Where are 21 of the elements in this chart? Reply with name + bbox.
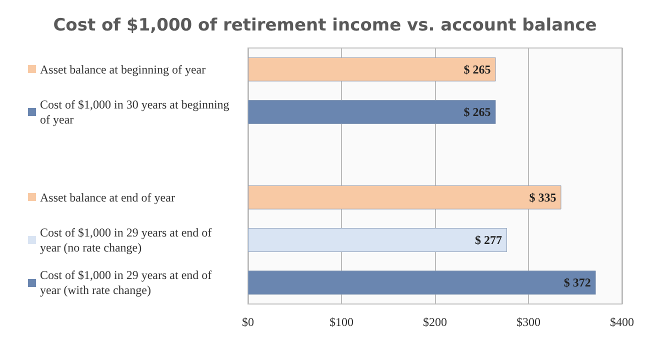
x-tick-label: $100 (330, 315, 354, 329)
x-tick-label: $0 (242, 315, 254, 329)
y-tick-label: Asset balance at end of year (40, 190, 175, 204)
x-tick-label: $200 (423, 315, 447, 329)
bar (248, 100, 496, 124)
data-label: $ 265 (464, 62, 491, 76)
data-label: $ 277 (474, 233, 502, 247)
bar (248, 185, 562, 210)
data-label: $ 372 (564, 276, 591, 290)
y-tick-label: Cost of $1,000 in 29 years at end of year (with rate change) (40, 268, 212, 298)
x-tick-label: $300 (516, 315, 540, 329)
data-label: $ 265 (464, 105, 491, 119)
bar (248, 270, 596, 295)
y-tick-label: Cost of $1,000 in 29 years at end of year (no rate change) (40, 226, 212, 254)
chart-title: Cost of $1,000 of retirement income vs. account balance (53, 16, 597, 36)
y-tick-label: Asset balance at beginning of year (40, 62, 206, 76)
bar (248, 228, 507, 252)
data-label: $ 335 (529, 190, 556, 204)
x-tick-label: $400 (610, 315, 634, 329)
y-tick-label: Cost of $1,000 in 30 years at beginning of year (40, 98, 230, 126)
bar (248, 57, 496, 82)
